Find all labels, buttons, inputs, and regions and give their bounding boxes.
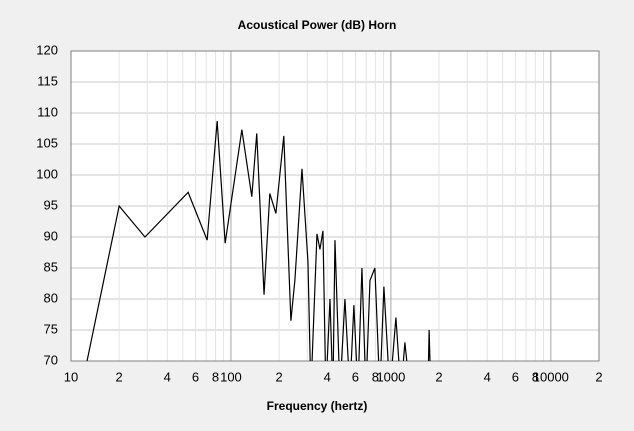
x-tick-label: 10000 — [533, 369, 569, 384]
x-tick-label: 2 — [595, 369, 602, 384]
x-tick-label: 4 — [484, 369, 491, 384]
x-tick-label: 2 — [116, 369, 123, 384]
y-tick-label: 100 — [36, 166, 58, 181]
y-tick-label: 90 — [44, 228, 58, 243]
y-tick-label: 80 — [44, 290, 58, 305]
x-tick-label: 6 — [512, 369, 519, 384]
x-tick-label: 10 — [64, 369, 78, 384]
x-tick-label: 100 — [220, 369, 242, 384]
x-tick-label: 1000 — [376, 369, 405, 384]
y-tick-label: 115 — [37, 73, 58, 88]
x-tick-label: 6 — [352, 369, 359, 384]
y-tick-label: 105 — [36, 135, 58, 150]
x-tick-label: 4 — [164, 369, 171, 384]
x-tick-label: 6 — [192, 369, 199, 384]
x-tick-label: 2 — [275, 369, 282, 384]
plot-frame — [70, 50, 600, 362]
y-tick-label: 120 — [36, 42, 58, 57]
y-tick-label: 85 — [44, 259, 58, 274]
y-tick-label: 70 — [44, 352, 58, 367]
x-tick-label: 8 — [372, 369, 379, 384]
x-axis-label: Frequency (hertz) — [267, 399, 368, 413]
chart-title: Acoustical Power (dB) Horn — [238, 18, 397, 32]
y-tick-label: 110 — [37, 104, 58, 119]
y-tick-label: 95 — [44, 197, 58, 212]
x-tick-label: 4 — [324, 369, 331, 384]
x-tick-label: 8 — [212, 369, 219, 384]
line-series — [86, 121, 431, 361]
y-tick-label: 75 — [44, 321, 58, 336]
x-tick-label: 8 — [532, 369, 539, 384]
x-tick-label: 2 — [435, 369, 442, 384]
